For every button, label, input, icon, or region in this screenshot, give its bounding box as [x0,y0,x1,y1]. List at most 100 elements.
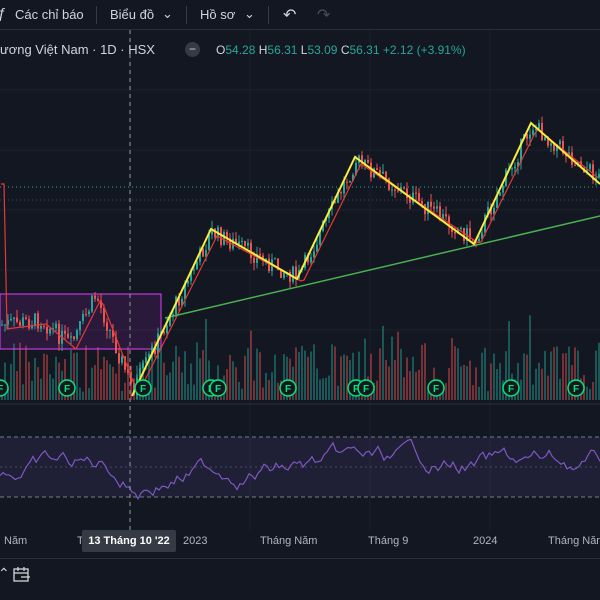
candle-body [247,242,249,246]
volume-bar [307,356,309,400]
candle-body [598,173,600,178]
volume-bar [574,347,576,400]
volume-bar [238,381,240,400]
candle-body [469,228,471,240]
volume-bar [535,368,537,400]
candle-body [244,240,246,246]
volume-bar [409,371,411,400]
volume-bar [562,353,564,400]
volume-bar [508,321,510,400]
candle-body [538,123,540,129]
candle-body [436,206,438,209]
earnings-marker-label: F [140,384,146,395]
candle-body [397,190,399,192]
zigzag-line[interactable] [131,121,600,397]
candle-body [259,254,261,256]
candle-body [133,382,135,396]
candle-body [367,159,369,163]
volume-bar [157,343,159,400]
volume-bar [322,378,324,400]
candle-body [238,241,240,245]
candle-body [481,232,483,239]
volume-bar [94,365,96,400]
candle-body [460,227,462,229]
volume-bar [199,358,201,400]
candle-body [265,258,267,261]
candle-body [163,331,165,334]
volume-bar [112,366,114,400]
candle-body [88,311,90,315]
redo-icon[interactable]: ↷ [317,7,331,24]
indicators-icon[interactable]: ƒ [0,5,7,22]
volume-bar [163,362,165,400]
candle-body [316,244,318,252]
candle-body [361,155,363,164]
candle-body [184,283,186,299]
volume-bar [115,373,117,400]
candle-body [448,216,450,227]
candle-body [148,354,150,358]
volume-bar [52,378,54,400]
earnings-marker [0,379,9,397]
candle-body [220,227,222,245]
earnings-marker-label: F [64,384,70,395]
volume-bar [331,344,333,400]
earnings-marker [134,379,152,397]
change-value: +2.12 (+3.91%) [382,43,466,57]
candle-body [169,317,171,326]
volume-bar [538,362,540,400]
trendline[interactable] [164,215,600,319]
volume-bar [16,371,18,400]
open-value: 54.28 [225,43,256,57]
candle-body [34,313,36,326]
volume-bar [82,391,84,400]
candle-body [175,296,177,315]
candle-body [379,169,381,174]
calendar-range-icon[interactable] [12,566,32,584]
undo-icon[interactable]: ↶ [283,7,297,24]
volume-bar [184,351,186,400]
candle-body [313,251,315,258]
volume-bar [559,378,561,400]
volume-bar [586,386,588,400]
volume-bar [43,353,45,400]
arrow-up-icon[interactable]: ⌃ [0,565,10,581]
volume-bar [334,346,336,400]
earnings-marker [427,379,445,397]
candle-body [274,258,276,260]
chart-type-button[interactable]: Biểu đồ [110,7,155,22]
candle-body [241,240,243,242]
volume-bar [76,352,78,400]
volume-bar [556,346,558,400]
chevron-down-icon[interactable]: ⌄ [244,6,255,21]
volume-bar [319,379,321,400]
toolbar-separator [186,6,187,24]
candle-body [106,322,108,331]
candle-body [490,207,492,215]
close-value: 56.31 [349,43,380,57]
indicators-button[interactable]: Các chỉ báo [15,7,84,22]
candle-body [403,187,405,189]
volume-bar [178,356,180,400]
candle-body [139,368,141,378]
symbol-title[interactable]: ương Việt Nam · 1D · HSX [0,42,155,57]
volume-bar [250,330,252,400]
volume-bar [466,366,468,400]
volume-bar [400,348,402,400]
candle-body [223,232,225,245]
chevron-down-icon[interactable]: ⌄ [162,6,173,21]
collapse-icon[interactable]: − [185,42,200,57]
volume-bar [103,356,105,400]
candle-body [253,258,255,263]
volume-bar [391,336,393,400]
candle-body [337,192,339,203]
volume-bar [226,368,228,400]
volume-bar [541,368,543,400]
x-axis-label: Tháng Năm [548,535,600,547]
candle-body [433,206,435,209]
volume-bar [412,356,414,400]
candle-body [589,164,591,170]
profile-button[interactable]: Hồ sơ [200,7,236,22]
candle-body [196,261,198,270]
